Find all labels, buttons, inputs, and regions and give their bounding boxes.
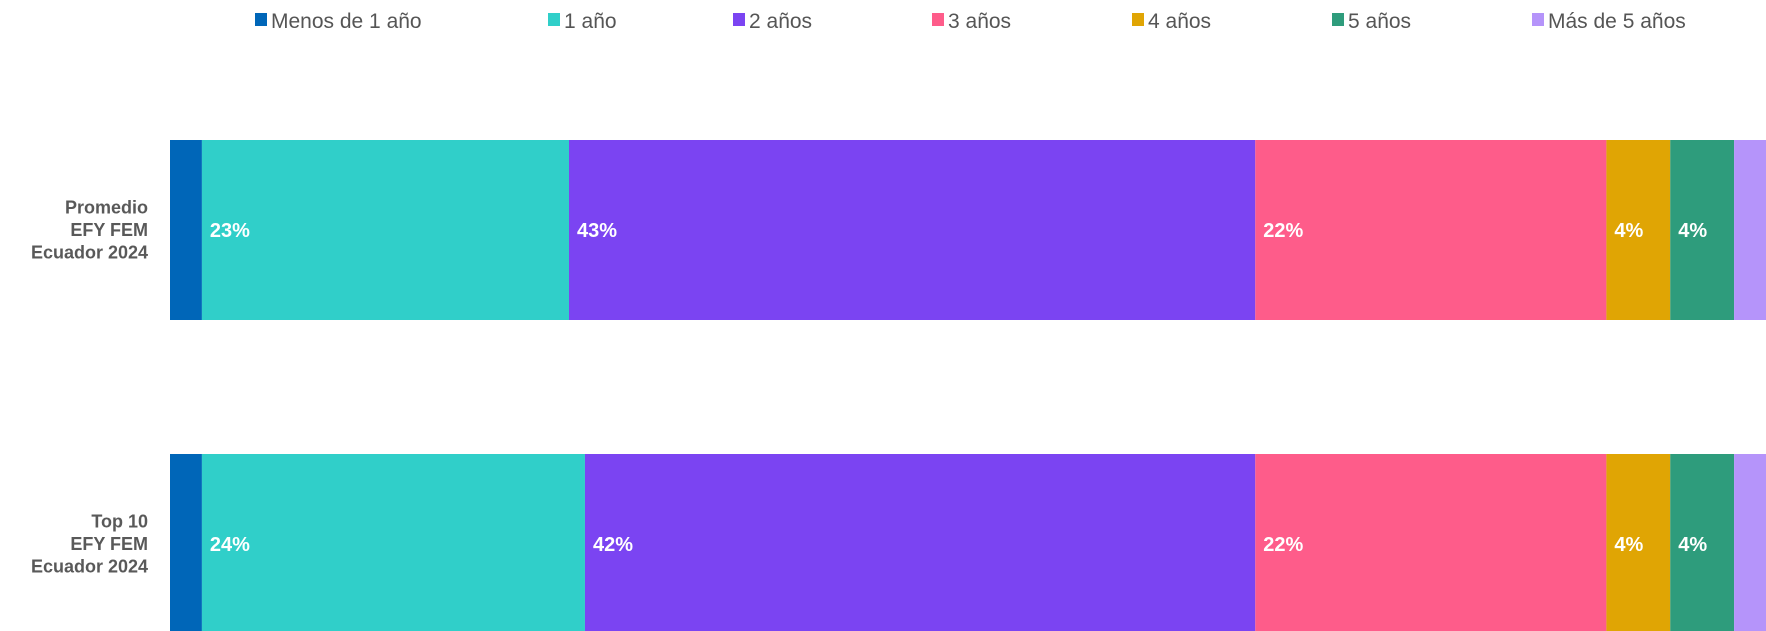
data-label: 4% <box>1678 220 1707 242</box>
bar <box>1670 140 1735 320</box>
bar-segment-mas-de-5-anos <box>1734 454 1766 631</box>
legend-item-mas-de-5-anos: Más de 5 años <box>1532 10 1686 33</box>
bar-segment-5-anos: 4% <box>1670 454 1735 631</box>
legend-swatch <box>1532 13 1544 26</box>
legend-item-4-anos: 4 años <box>1132 10 1211 33</box>
bar-segment-1-ano: 24% <box>201 454 585 631</box>
bar <box>569 140 1256 320</box>
legend-label: Menos de 1 año <box>271 10 422 33</box>
legend-label: 3 años <box>948 10 1011 33</box>
bar <box>1734 140 1766 320</box>
legend-label: 1 año <box>564 10 617 33</box>
data-label: 4% <box>1614 220 1643 242</box>
legend-label: 5 años <box>1348 10 1411 33</box>
bar-segment-2-anos: 43% <box>569 140 1256 320</box>
bar <box>1606 454 1671 631</box>
legend-label: 2 años <box>749 10 812 33</box>
chart-legend: Menos de 1 año 1 año 2 años 3 años 4 años 5 a… <box>255 10 1686 33</box>
legend-item-3-anos: 3 años <box>932 10 1011 33</box>
bar <box>1606 140 1671 320</box>
legend-swatch <box>548 13 560 26</box>
bars-area: 23% 43% 22% 4% 4% 24% 42% 22% 4% 4% <box>170 140 1766 631</box>
legend-item-1-ano: 1 año <box>548 10 617 33</box>
bar-segment-2-anos: 42% <box>584 454 1256 631</box>
bar <box>1734 454 1766 631</box>
bar <box>201 140 570 320</box>
legend-item-2-anos: 2 años <box>733 10 812 33</box>
bar <box>170 140 202 320</box>
category-axis-labels: Promedio EFY FEM Ecuador 2024 Top 10 EFY FEM… <box>31 198 148 577</box>
data-label: 22% <box>1263 534 1303 556</box>
legend-swatch <box>1132 13 1144 26</box>
bar <box>201 454 585 631</box>
data-label: 42% <box>593 534 633 556</box>
data-label: 22% <box>1263 220 1303 242</box>
bar-segment-4-anos: 4% <box>1606 140 1671 320</box>
data-label: 43% <box>577 220 617 242</box>
legend-swatch <box>255 13 267 26</box>
bar <box>1255 140 1607 320</box>
bar <box>1255 454 1607 631</box>
bar-segment-menos-de-1-ano <box>170 454 202 631</box>
legend-item-menos-de-1-ano: Menos de 1 año <box>255 10 422 33</box>
bar-segment-3-anos: 22% <box>1255 454 1607 631</box>
bar-segment-3-anos: 22% <box>1255 140 1607 320</box>
bar-segment-menos-de-1-ano <box>170 140 202 320</box>
data-label: 23% <box>210 220 250 242</box>
bar <box>584 454 1256 631</box>
legend-swatch <box>1332 13 1344 26</box>
data-label: 4% <box>1614 534 1643 556</box>
legend-swatch <box>733 13 745 26</box>
data-label: 4% <box>1678 534 1707 556</box>
bar-segment-5-anos: 4% <box>1670 140 1735 320</box>
category-label: Promedio EFY FEM Ecuador 2024 <box>31 198 148 263</box>
bar-segment-1-ano: 23% <box>201 140 570 320</box>
data-label: 24% <box>210 534 250 556</box>
legend-label: 4 años <box>1148 10 1211 33</box>
legend-item-5-anos: 5 años <box>1332 10 1411 33</box>
category-label: Top 10 EFY FEM Ecuador 2024 <box>31 512 148 577</box>
bar <box>170 454 202 631</box>
bar-segment-4-anos: 4% <box>1606 454 1671 631</box>
legend-label: Más de 5 años <box>1548 10 1686 33</box>
bar-segment-mas-de-5-anos <box>1734 140 1766 320</box>
legend-swatch <box>932 13 944 26</box>
bar <box>1670 454 1735 631</box>
